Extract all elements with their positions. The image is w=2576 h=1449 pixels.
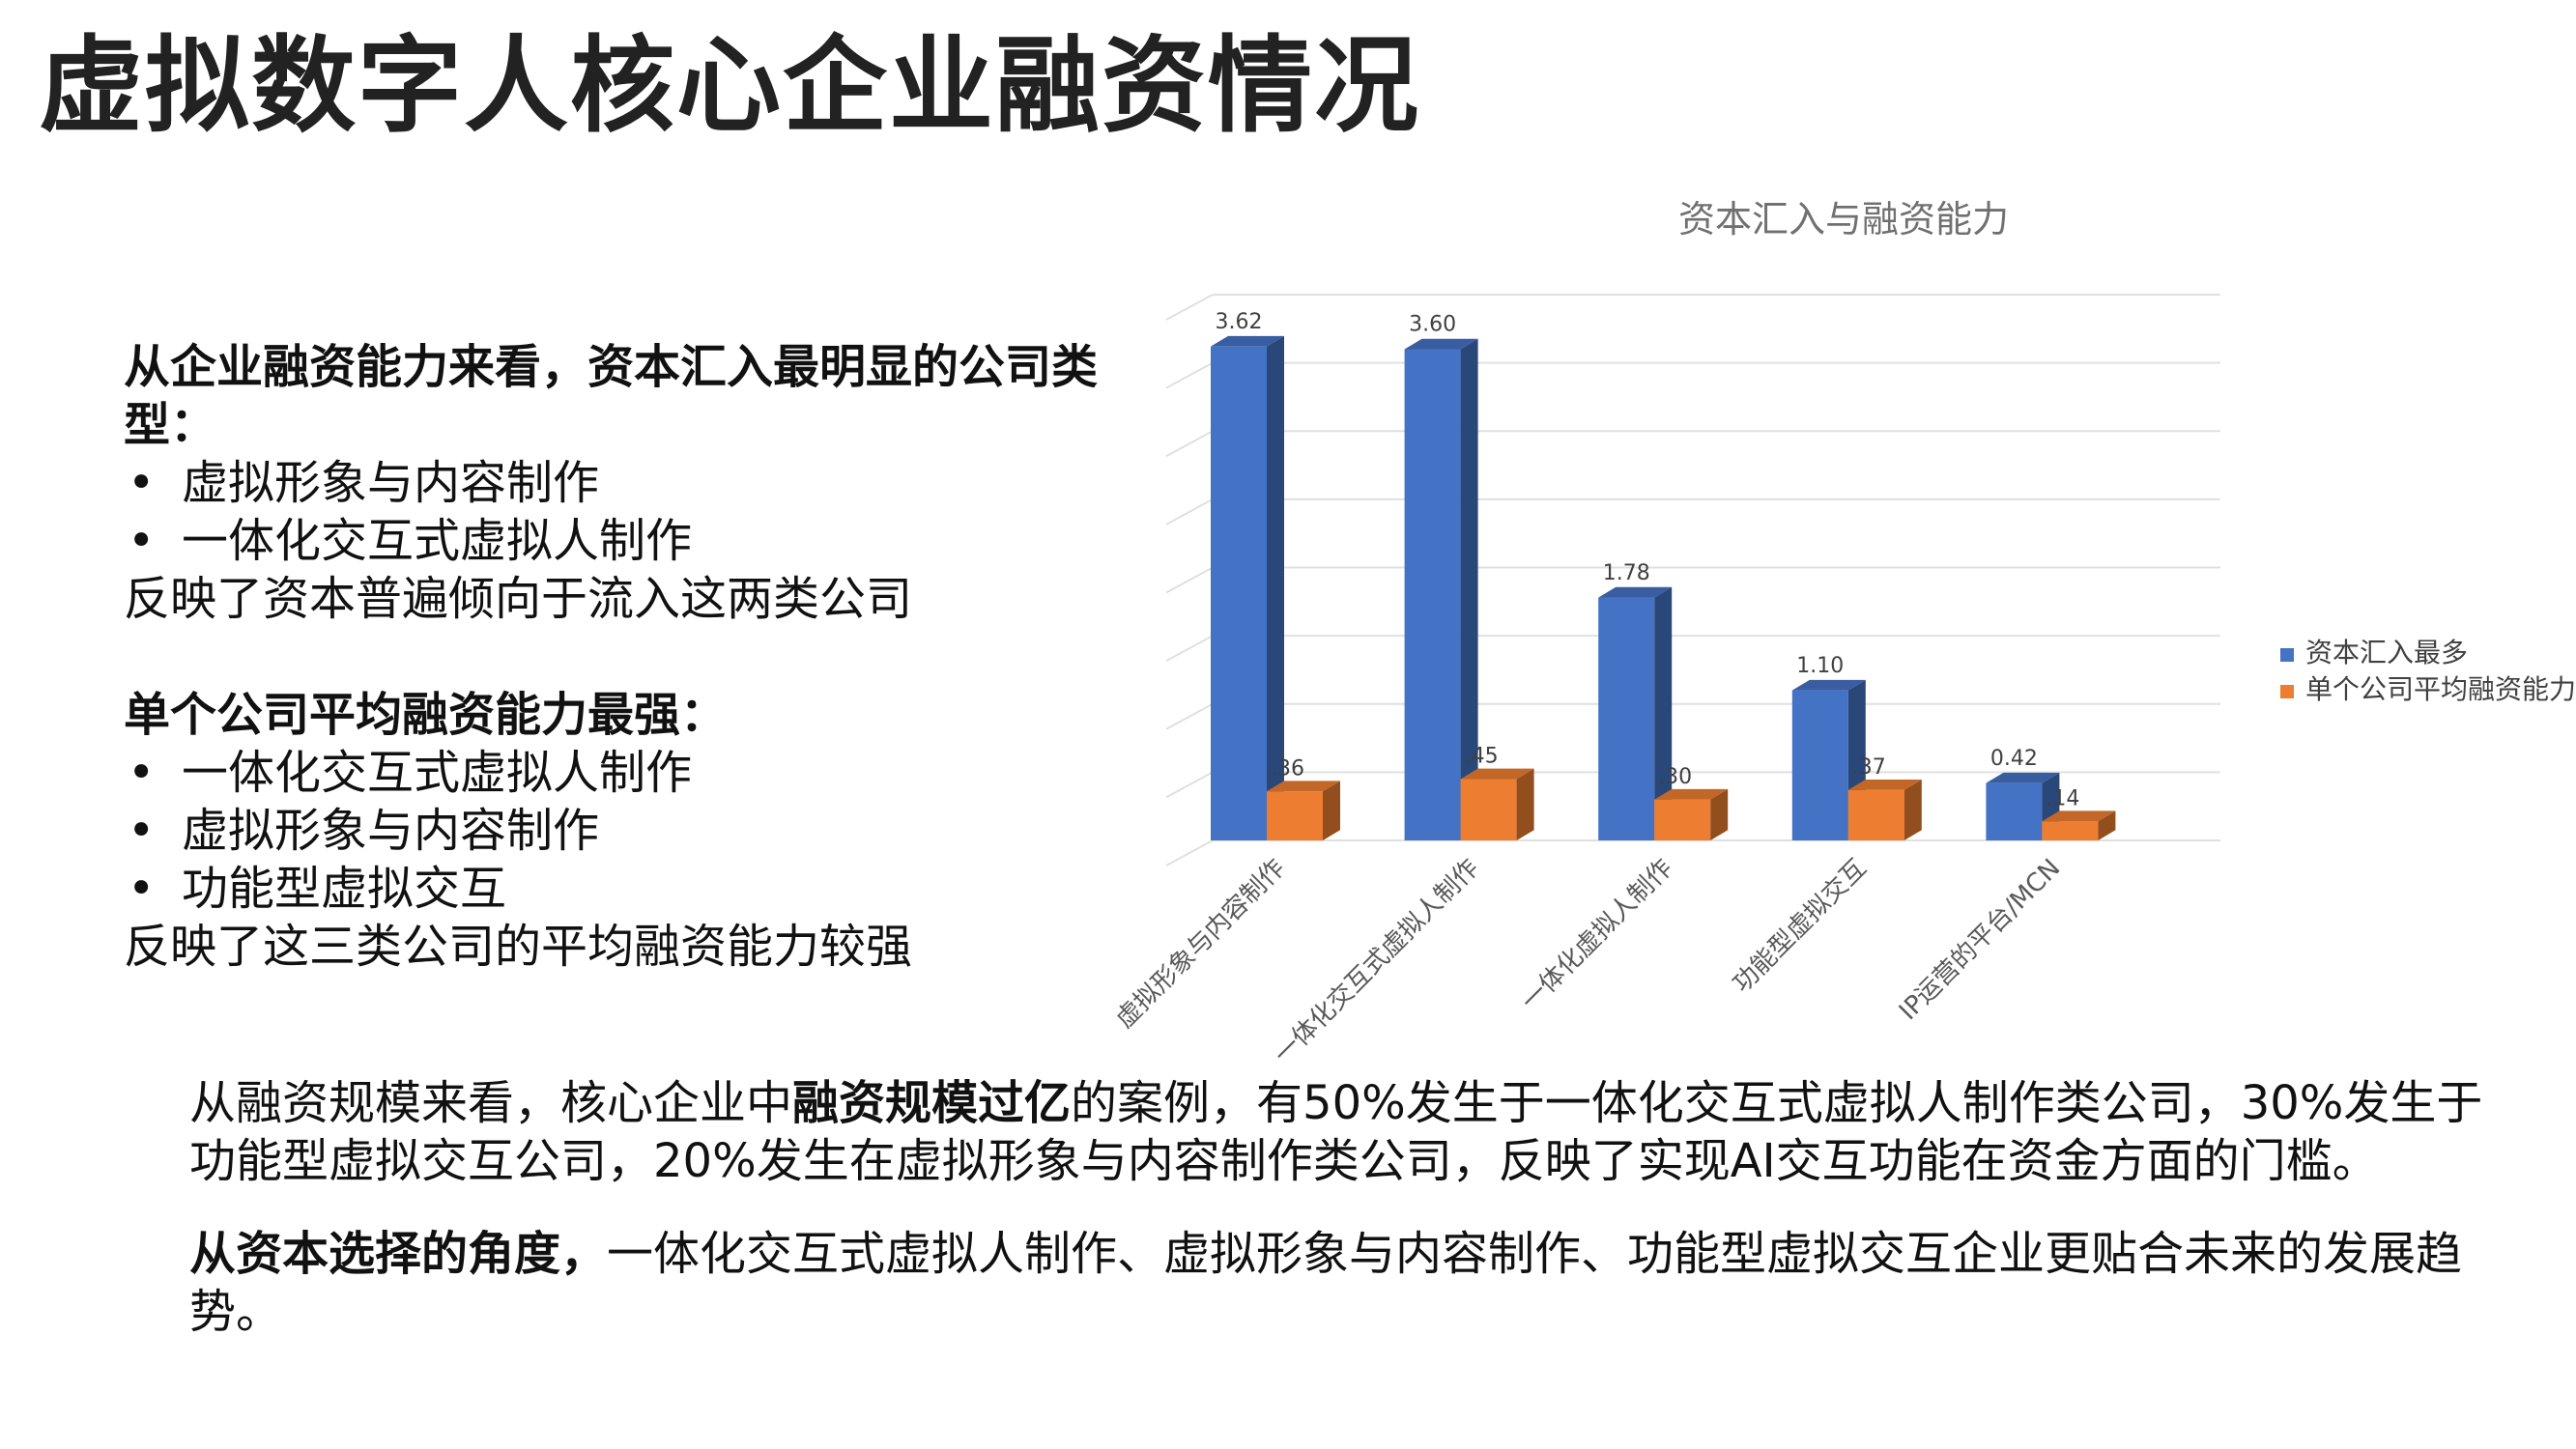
bar-capital-inflow-top <box>1404 338 1478 350</box>
bar-avg-financing-top <box>1460 768 1534 780</box>
bar-capital-inflow-top <box>1598 586 1673 598</box>
bar-avg-financing-top <box>1654 788 1729 800</box>
data-labels: 3.62 .36 3.60 .45 1.78 .30 1.10 .37 0.42 .14 <box>1216 310 2080 811</box>
data-label-avg-financing: .36 <box>1271 756 1304 781</box>
section1-item: 虚拟形象与内容制作 <box>124 454 1148 512</box>
legend-swatch <box>2280 648 2294 662</box>
chart-title: 资本汇入与融资能力 <box>1678 198 2009 241</box>
section2-item: 虚拟形象与内容制作 <box>124 802 1148 860</box>
data-label-avg-financing: .30 <box>1658 765 1692 789</box>
category-tick-label: 功能型虚拟交互 <box>1728 854 1873 999</box>
section1-conclusion: 反映了资本普遍倾向于流入这两类公司 <box>124 572 913 626</box>
category-tick-label: 一体化交互式虚拟人制作 <box>1269 854 1484 1063</box>
bars <box>1211 335 2116 840</box>
bar-capital-inflow-top <box>1986 772 2060 783</box>
section2-conclusion: 反映了这三类公司的平均融资能力较强 <box>124 920 913 974</box>
bar-avg-financing-side <box>1323 781 1340 840</box>
paragraph-capital-choice: 从资本选择的角度，一体化交互式虚拟人制作、虚拟形象与内容制作、功能型虚拟交互企业… <box>189 1225 2508 1341</box>
bar-capital-inflow <box>1404 349 1461 840</box>
data-label-avg-financing: .45 <box>1465 745 1499 769</box>
section1-item: 一体化交互式虚拟人制作 <box>124 512 1148 570</box>
category-tick-label: 一体化虚拟人制作 <box>1516 854 1678 1016</box>
bar-capital-inflow-side <box>1460 338 1478 840</box>
chart-container: 资本汇入与融资能力 3.62 .36 3.60 .45 1.78 .30 1.10 .37 0.… <box>1111 174 2576 1063</box>
section2-item: 功能型虚拟交互 <box>124 860 1148 918</box>
paragraph-financing-scale: 从融资规模来看，核心企业中融资规模过亿的案例，有50%发生于一体化交互式虚拟人制… <box>189 1074 2508 1190</box>
data-label-avg-financing: .37 <box>1852 755 1886 780</box>
grid-line-side <box>1165 430 1214 458</box>
bar-avg-financing-top <box>1267 781 1340 792</box>
section1-heading: 从企业融资能力来看，资本汇入最明显的公司类型： <box>124 340 1099 452</box>
p1-text-part2: 的案例，有50%发生于一体化交互式虚拟人制作类公司，30%发生于功能型虚拟交互公… <box>189 1076 2483 1188</box>
data-label-capital-inflow: 1.78 <box>1603 561 1650 585</box>
grid-line-side <box>1165 635 1214 663</box>
data-label-avg-financing: .14 <box>2046 786 2079 810</box>
bar-capital-inflow <box>1791 690 1848 840</box>
page-title: 虚拟数字人核心企业融资情况 <box>39 26 1421 147</box>
bar-avg-financing-side <box>2098 810 2116 840</box>
bar-capital-inflow-side <box>1654 586 1673 840</box>
data-label-capital-inflow: 3.62 <box>1216 310 1263 334</box>
bar-capital-inflow-side <box>1267 335 1284 840</box>
grid-line-side <box>1165 294 1214 321</box>
category-tick-label: IP运营的平台/MCN <box>1894 854 2066 1026</box>
bar-capital-inflow <box>1598 597 1655 840</box>
left-summary: 从企业融资能力来看，资本汇入最明显的公司类型： 虚拟形象与内容制作 一体化交互式… <box>124 338 1148 976</box>
bar-avg-financing <box>2042 821 2099 840</box>
data-label-capital-inflow: 1.10 <box>1796 654 1844 678</box>
bar-avg-financing-side <box>1903 779 1922 840</box>
bar-avg-financing-side <box>1710 788 1729 840</box>
bar-capital-inflow <box>1211 346 1267 840</box>
bar-avg-financing <box>1267 791 1323 840</box>
section2-heading: 单个公司平均融资能力最强： <box>124 688 728 742</box>
bar-avg-financing-top <box>2042 810 2116 822</box>
data-label-capital-inflow: 0.42 <box>1990 747 2038 771</box>
grid-line-side <box>1165 566 1214 594</box>
bar-avg-financing-side <box>1516 768 1534 840</box>
p2-bold-text: 从资本选择的角度， <box>189 1227 608 1281</box>
p2-text-rest: 一体化交互式虚拟人制作、虚拟形象与内容制作、功能型虚拟交互企业更贴合未来的发展趋… <box>189 1227 2463 1339</box>
legend-swatch <box>2280 685 2294 698</box>
bar-chart: 资本汇入与融资能力 3.62 .36 3.60 .45 1.78 .30 1.10 .37 0.… <box>1111 198 2576 1063</box>
data-label-capital-inflow: 3.60 <box>1409 313 1456 337</box>
category-tick-label: 虚拟形象与内容制作 <box>1111 854 1291 1035</box>
grid-line-side <box>1165 839 1214 867</box>
p1-bold-text: 融资规模过亿 <box>792 1076 1072 1130</box>
bar-capital-inflow <box>1986 782 2043 840</box>
section1-list: 虚拟形象与内容制作 一体化交互式虚拟人制作 <box>124 454 1148 570</box>
grid-lines <box>1165 294 2220 867</box>
section-gap <box>124 628 1148 686</box>
grid-line-side <box>1165 771 1214 799</box>
bar-avg-financing-top <box>1847 779 1922 790</box>
grid-line-side <box>1165 361 1214 389</box>
grid-line-side <box>1165 497 1214 526</box>
grid-line-side <box>1165 702 1214 730</box>
legend-label: 资本汇入最多 <box>2305 637 2468 668</box>
legend-label: 单个公司平均融资能力 <box>2305 673 2576 705</box>
bar-avg-financing <box>1847 789 1904 840</box>
section2-item: 一体化交互式虚拟人制作 <box>124 744 1148 802</box>
bar-avg-financing <box>1654 799 1711 840</box>
section2-list: 一体化交互式虚拟人制作 虚拟形象与内容制作 功能型虚拟交互 <box>124 744 1148 918</box>
p1-text-part1: 从融资规模来看，核心企业中 <box>189 1076 793 1130</box>
bar-avg-financing <box>1460 779 1517 840</box>
bar-capital-inflow-top <box>1791 679 1866 691</box>
bar-capital-inflow-top <box>1211 335 1284 347</box>
bottom-summary: 从融资规模来看，核心企业中融资规模过亿的案例，有50%发生于一体化交互式虚拟人制… <box>189 1074 2508 1341</box>
